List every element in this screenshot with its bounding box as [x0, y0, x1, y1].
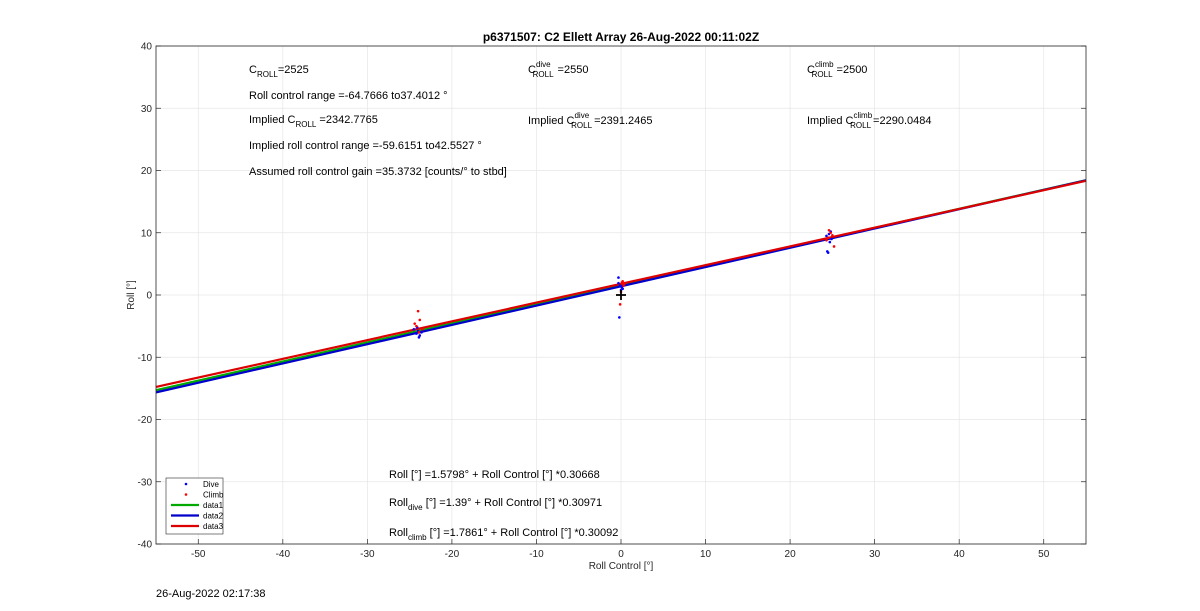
point-climb: [827, 228, 831, 232]
point-climb: [831, 233, 834, 237]
point-climb: [623, 282, 626, 286]
legend-label: data2: [203, 512, 224, 521]
annotation-implied-croll-climb: Implied Cclimb ROLL =2290.0484: [807, 111, 931, 130]
point-climb: [832, 245, 836, 248]
annotation-gain: Assumed roll control gain =35.3732 [coun…: [249, 166, 507, 178]
point-dive: [830, 237, 833, 241]
point-dive: [618, 284, 622, 287]
fit-equation-dive: Rolldive [°] =1.39° + Roll Control [°] *…: [389, 497, 602, 512]
point-dive: [417, 336, 421, 339]
annotation-croll-dive: Cdive ROLL =2550: [528, 60, 588, 79]
point-climb: [621, 280, 624, 283]
x-tick-label: 50: [1038, 549, 1050, 560]
x-ticks: -50 -40 -30 -20 -10 0 10 20 30 40 50: [191, 539, 1050, 560]
point-climb: [415, 324, 418, 328]
point-climb: [826, 236, 830, 240]
point-dive: [617, 276, 620, 279]
x-tick-label: -20: [445, 549, 460, 560]
point-climb: [618, 303, 622, 306]
point-climb: [825, 238, 828, 242]
point-dive: [412, 327, 416, 331]
y-tick-label: -20: [138, 415, 153, 426]
x-tick-label: 10: [700, 549, 712, 560]
y-tick-label: 30: [141, 104, 153, 115]
point-climb: [413, 322, 417, 325]
point-dive: [618, 316, 621, 319]
point-dive: [828, 240, 832, 244]
point-dive: [415, 332, 418, 335]
annotation-implied-croll: Implied CROLL =2342.7765: [249, 114, 378, 129]
point-dive: [826, 251, 830, 254]
y-tick-label: 20: [141, 166, 153, 177]
point-dive: [617, 281, 620, 285]
print-timestamp: 26-Aug-2022 02:17:38: [156, 588, 266, 600]
annotation-croll-climb: Cclimb ROLL =2500: [807, 60, 867, 79]
point-dive: [825, 234, 828, 238]
annotation-implied-croll-dive: Implied Cdive ROLL =2391.2465: [528, 111, 652, 130]
fit-equation-climb: Rollclimb [°] =1.7861° + Roll Control [°…: [389, 527, 618, 542]
x-tick-label: 0: [618, 549, 624, 560]
annotation-implied-range: Implied roll control range =-59.6151 to4…: [249, 140, 482, 152]
point-climb: [829, 231, 832, 235]
x-tick-label: 30: [869, 549, 881, 560]
y-ticks: -40 -30 -20 -10 0 10 20 30 40: [138, 42, 1086, 551]
point-dive: [420, 331, 423, 334]
x-tick-label: -10: [529, 549, 544, 560]
legend-label: Dive: [203, 480, 220, 489]
fit-equation-all: Roll [°] =1.5798° + Roll Control [°] *0.…: [389, 469, 600, 481]
y-tick-label: 0: [146, 291, 152, 302]
chart-title: p6371507: C2 Ellett Array 26-Aug-2022 00…: [483, 30, 759, 44]
y-tick-label: 40: [141, 42, 153, 53]
point-dive: [621, 287, 624, 291]
y-tick-label: -40: [138, 540, 153, 551]
x-tick-label: 40: [954, 549, 966, 560]
x-axis-label: Roll Control [°]: [589, 561, 654, 572]
origin-marker: [616, 290, 626, 300]
point-climb: [421, 327, 424, 331]
legend-marker-climb: [184, 493, 188, 496]
y-tick-label: -30: [138, 477, 153, 488]
x-tick-label: -30: [360, 549, 375, 560]
legend-label: Climb: [203, 491, 224, 500]
legend-label: data1: [203, 501, 224, 510]
x-tick-label: 20: [785, 549, 797, 560]
x-tick-label: -50: [191, 549, 206, 560]
fit-line-data3: [155, 179, 1087, 388]
data-points: [412, 228, 836, 339]
point-climb: [418, 318, 422, 322]
y-tick-label: -10: [138, 353, 153, 364]
y-tick-label: 10: [141, 228, 153, 239]
legend-marker-dive: [184, 482, 188, 486]
point-climb: [417, 331, 421, 334]
legend-label: data3: [203, 522, 224, 531]
annotation-croll: CROLL=2525: [249, 64, 309, 79]
point-climb: [416, 309, 420, 313]
x-tick-label: -40: [276, 549, 291, 560]
y-axis-label: Roll [°]: [126, 280, 137, 310]
annotation-roll-range: Roll control range =-64.7666 to37.4012 °: [249, 90, 448, 102]
